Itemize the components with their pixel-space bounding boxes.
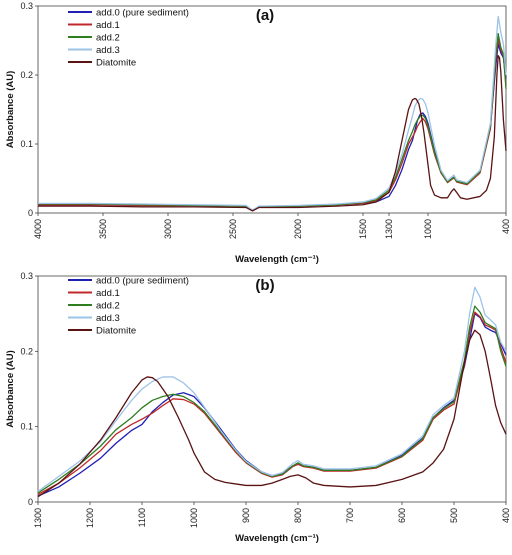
legend-label-0: add.0 (pure sediment) (96, 276, 189, 287)
x-tick-label: 1300 (33, 508, 43, 528)
x-tick-label: 900 (241, 508, 251, 523)
x-tick-label: 1000 (423, 219, 433, 239)
x-tick-label: 1200 (85, 508, 95, 528)
x-tick-label: 600 (397, 508, 407, 523)
y-tick-label: 0 (28, 497, 33, 507)
legend-label-3: add.3 (96, 45, 120, 56)
series-line-0 (37, 313, 507, 497)
x-tick-label: 1100 (137, 508, 147, 527)
x-tick-label: 4000 (33, 219, 43, 239)
x-tick-label: 500 (449, 508, 459, 523)
x-tick-label: 2000 (293, 219, 303, 239)
series-line-4 (38, 55, 507, 212)
y-axis-title: Absorbance (AU) (5, 350, 16, 428)
x-axis-title: Wavelength (cm⁻¹) (235, 533, 319, 544)
x-tick-label: 2500 (228, 219, 238, 239)
y-tick-label: 0.3 (20, 271, 33, 281)
x-tick-label: 3000 (163, 219, 173, 239)
y-tick-label: 0.3 (20, 1, 33, 11)
legend-label-4: Diatomite (96, 58, 136, 69)
x-tick-label: 400 (501, 508, 511, 523)
x-tick-label: 400 (501, 219, 511, 234)
y-tick-label: 0 (28, 208, 33, 218)
panel-label: (b) (255, 277, 274, 294)
legend-label-4: Diatomite (96, 326, 136, 337)
y-tick-label: 0.2 (20, 70, 33, 80)
x-tick-label: 1300 (384, 219, 394, 239)
x-axis-title: Wavelength (cm⁻¹) (235, 254, 319, 265)
x-tick-label: 1000 (189, 508, 199, 528)
series-line-3 (37, 286, 507, 492)
x-tick-label: 800 (293, 508, 303, 523)
legend-label-1: add.1 (96, 288, 120, 299)
series-line-0 (38, 43, 507, 211)
series-line-1 (37, 311, 507, 496)
legend-label-2: add.2 (96, 301, 120, 312)
y-tick-label: 0.1 (20, 139, 33, 149)
y-axis-title: Absorbance (AU) (5, 71, 16, 149)
legend-label-3: add.3 (96, 313, 120, 324)
plot-area (37, 5, 507, 214)
legend-label-1: add.1 (96, 20, 120, 31)
series-line-2 (37, 305, 507, 494)
legend-label-0: add.0 (pure sediment) (96, 8, 189, 19)
x-tick-label: 1500 (358, 219, 368, 239)
y-tick-label: 0.2 (20, 346, 33, 356)
legend-label-2: add.2 (96, 33, 120, 44)
y-tick-label: 0.1 (20, 422, 33, 432)
chart-panel-a: 0 0.1 0.2 0.3 4000 3500 3000 2500 2000 1500 1300 10… (5, 1, 511, 265)
chart-panel-b: 0 0.1 0.2 0.3 1300 1200 1100 1000 900 800 700 600 50… (5, 271, 511, 544)
panel-label: (a) (256, 7, 274, 24)
x-tick-label: 3500 (98, 219, 108, 239)
series-line-4 (37, 329, 507, 498)
plot-area (37, 275, 507, 503)
x-tick-label: 700 (345, 508, 355, 523)
